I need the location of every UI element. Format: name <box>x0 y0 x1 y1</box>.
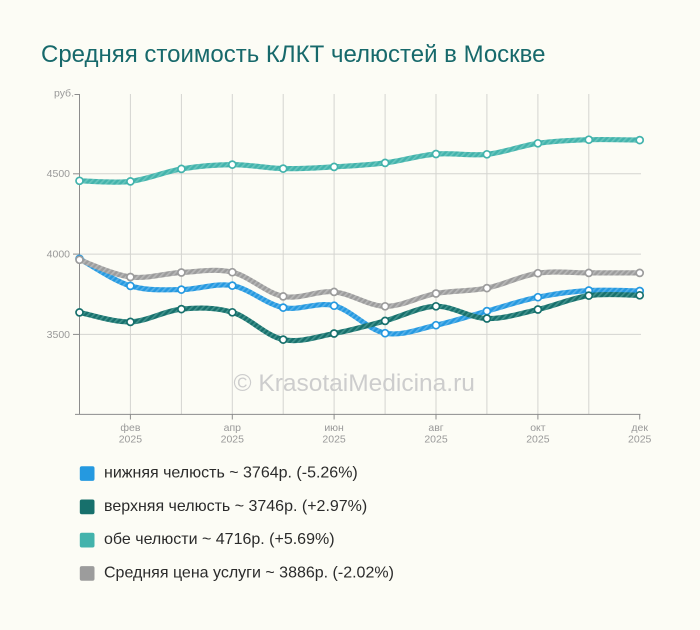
svg-text:4500: 4500 <box>47 168 71 180</box>
svg-text:руб.: руб. <box>54 88 74 100</box>
svg-text:авг: авг <box>428 422 443 434</box>
svg-text:2025: 2025 <box>119 433 143 445</box>
svg-text:нижняя челюсть ~ 3764р. (-5.26: нижняя челюсть ~ 3764р. (-5.26%) <box>104 465 358 482</box>
svg-text:2025: 2025 <box>526 433 550 445</box>
svg-text:дек: дек <box>631 422 648 434</box>
svg-text:июн: июн <box>324 422 344 434</box>
svg-text:© KrasotaiMedicina.ru: © KrasotaiMedicina.ru <box>234 370 475 397</box>
svg-text:4000: 4000 <box>47 249 71 261</box>
svg-text:3500: 3500 <box>47 329 71 341</box>
svg-text:Средняя стоимость КЛКТ челюсте: Средняя стоимость КЛКТ челюстей в Москве <box>41 41 546 68</box>
svg-text:2025: 2025 <box>628 433 652 445</box>
svg-text:обе челюсти ~ 4716р. (+5.69%): обе челюсти ~ 4716р. (+5.69%) <box>104 531 335 548</box>
svg-text:верхняя челюсть ~ 3746р. (+2.9: верхняя челюсть ~ 3746р. (+2.97%) <box>104 498 367 515</box>
svg-text:апр: апр <box>224 422 242 434</box>
svg-text:2025: 2025 <box>424 433 448 445</box>
svg-text:2025: 2025 <box>322 433 346 445</box>
svg-text:окт: окт <box>530 422 546 434</box>
svg-text:фев: фев <box>120 422 140 434</box>
svg-text:Средняя цена услуги ~ 3886р. (: Средняя цена услуги ~ 3886р. (-2.02%) <box>104 565 394 582</box>
svg-text:2025: 2025 <box>221 433 245 445</box>
